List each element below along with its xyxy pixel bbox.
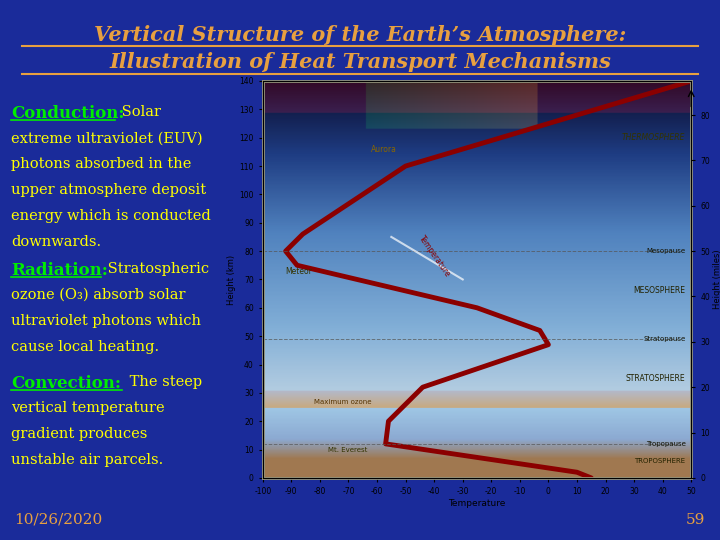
Text: vertical temperature: vertical temperature (11, 401, 164, 415)
Y-axis label: Height (km): Height (km) (228, 254, 236, 305)
Y-axis label: Height (miles): Height (miles) (713, 249, 720, 309)
Text: Stratopause: Stratopause (643, 336, 685, 342)
Text: upper atmosphere deposit: upper atmosphere deposit (11, 183, 206, 197)
Text: cause local heating.: cause local heating. (11, 340, 159, 354)
Text: ultraviolet photons which: ultraviolet photons which (11, 314, 201, 328)
X-axis label: Temperature: Temperature (449, 499, 505, 508)
Text: Temperature: Temperature (417, 234, 451, 279)
Text: Vertical Structure of the Earth’s Atmosphere:: Vertical Structure of the Earth’s Atmosp… (94, 25, 626, 45)
Text: extreme ultraviolet (EUV): extreme ultraviolet (EUV) (11, 131, 202, 145)
Text: MESOSPHERE: MESOSPHERE (634, 286, 685, 295)
Text: Tropopause: Tropopause (646, 441, 685, 447)
Text: The steep: The steep (125, 375, 202, 389)
Text: 59: 59 (686, 512, 706, 526)
Text: STRATOSPHERE: STRATOSPHERE (626, 374, 685, 383)
Text: Meteor: Meteor (286, 267, 312, 276)
Text: Aurora: Aurora (372, 145, 397, 154)
Text: TROPOSPHERE: TROPOSPHERE (634, 458, 685, 464)
Text: 10/26/2020: 10/26/2020 (14, 512, 103, 526)
Text: downwards.: downwards. (11, 235, 101, 249)
Text: photons absorbed in the: photons absorbed in the (11, 157, 192, 171)
Text: ozone (O₃) absorb solar: ozone (O₃) absorb solar (11, 288, 185, 302)
Text: Conduction:: Conduction: (11, 105, 125, 122)
Text: THERMOSPHERE: THERMOSPHERE (622, 133, 685, 142)
Text: Solar: Solar (117, 105, 161, 119)
Text: Stratospheric: Stratospheric (103, 262, 209, 276)
Text: Illustration of Heat Transport Mechanisms: Illustration of Heat Transport Mechanism… (109, 52, 611, 72)
Text: Convection:: Convection: (11, 375, 121, 392)
Text: energy which is conducted: energy which is conducted (11, 209, 210, 223)
Text: unstable air parcels.: unstable air parcels. (11, 453, 163, 467)
Text: gradient produces: gradient produces (11, 427, 147, 441)
Text: Mt. Everest: Mt. Everest (328, 447, 368, 454)
Text: Mesopause: Mesopause (647, 248, 685, 254)
Text: Radiation:: Radiation: (11, 262, 108, 279)
Text: Maximum ozone: Maximum ozone (314, 399, 372, 405)
